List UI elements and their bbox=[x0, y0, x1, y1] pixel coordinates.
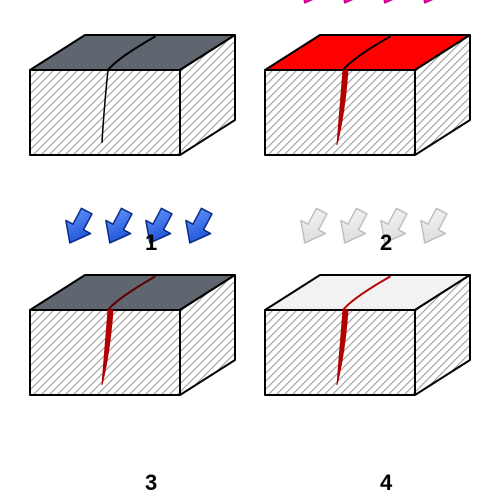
panel-2 bbox=[265, 0, 470, 155]
panel-label-1: 1 bbox=[145, 230, 157, 256]
arrow-icon bbox=[57, 205, 99, 250]
panel-1 bbox=[30, 35, 235, 155]
diagram-svg bbox=[0, 0, 500, 504]
panel-4 bbox=[265, 205, 470, 395]
arrow-icon bbox=[177, 205, 219, 250]
diagram-container: 1 2 3 4 bbox=[0, 0, 500, 504]
arrow-icon bbox=[372, 205, 414, 250]
arrow-icon bbox=[137, 205, 179, 250]
panel-label-4: 4 bbox=[380, 470, 392, 496]
arrows bbox=[57, 205, 219, 250]
arrow-icon bbox=[412, 0, 454, 9]
panel-label-3: 3 bbox=[145, 470, 157, 496]
arrow-icon bbox=[332, 0, 374, 9]
arrows bbox=[292, 0, 454, 9]
arrow-icon bbox=[412, 205, 454, 250]
panel-label-2: 2 bbox=[380, 230, 392, 256]
arrow-icon bbox=[97, 205, 139, 250]
arrow-icon bbox=[372, 0, 414, 9]
arrows bbox=[292, 205, 454, 250]
block-front-face bbox=[30, 70, 180, 155]
panel-3 bbox=[30, 205, 235, 395]
arrow-icon bbox=[332, 205, 374, 250]
arrow-icon bbox=[292, 205, 334, 250]
arrow-icon bbox=[292, 0, 334, 9]
